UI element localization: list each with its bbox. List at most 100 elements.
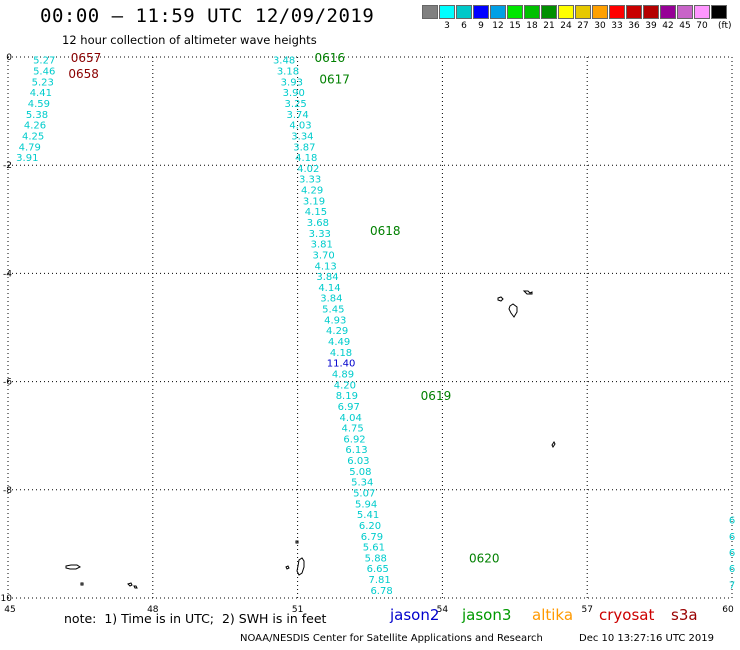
legend-tick-label: 36 [628,21,640,31]
legend-swatch [473,5,489,19]
swh-value-label: 4.14 [318,283,340,294]
swh-value-label: 4.49 [328,337,350,348]
swh-value-label: 6 [729,516,735,527]
swh-value-label: 5.94 [355,499,377,510]
island-outline [497,296,504,302]
swh-value-label: 4.15 [305,207,327,218]
y-tick-label: -6 [3,378,12,388]
swh-value-label: 3.91 [16,153,38,164]
swh-value-label: 6.92 [343,434,365,445]
swh-value-label: 4.59 [28,99,50,110]
swh-value-label: 5.41 [357,510,379,521]
island-outline [80,582,84,586]
swh-value-label: 4.26 [24,121,46,132]
swh-value-label: 4.93 [324,315,346,326]
legend-unit-label: (ft) [718,21,732,31]
legend-tick-label: 9 [478,21,484,31]
island-outline [522,290,533,295]
legend-tick-label: 39 [645,21,657,31]
island-outline [508,303,518,318]
swh-value-label: 4.79 [19,142,41,153]
legend-swatch [507,5,523,19]
pass-time-label: 0657 [71,51,102,65]
swh-value-label: 5.88 [365,553,387,564]
footer-note: note: 1) Time is in UTC; 2) SWH is in fe… [64,611,327,626]
satellite-key-item: altika [532,606,574,624]
legend-tick-label: 18 [526,21,538,31]
satellite-key-item: s3a [671,606,698,624]
legend-swatch [711,5,727,19]
swh-value-label: 3.19 [303,196,325,207]
satellite-key: jason2 jason3 altika cryosat s3a [390,606,740,628]
pass-time-label: 0620 [469,551,500,565]
legend-swatch [592,5,608,19]
island-outline [285,565,290,570]
swh-value-label: 4.29 [301,186,323,197]
swh-value-label: 5.38 [26,110,48,121]
swh-value-label: 5.61 [363,543,385,554]
legend-swatch [609,5,625,19]
x-tick-label: 48 [147,605,159,615]
swh-value-label: 5.23 [32,77,54,88]
legend-swatch [643,5,659,19]
swh-value-label: 11.40 [327,359,356,370]
y-tick-label: -8 [3,486,12,496]
swh-value-label: 5.07 [353,489,375,500]
x-tick-label: 60 [722,605,734,615]
legend-swatch [439,5,455,19]
swh-value-label: 6 [729,564,735,575]
swh-value-label: 5.27 [33,56,55,67]
swh-value-label: 6.78 [370,586,392,597]
swh-value-label: 3.81 [311,240,333,251]
island-outline [127,582,133,587]
swh-value-label: 3.84 [320,294,342,305]
legend-tick-label: 33 [611,21,623,31]
legend-tick-label: 3 [444,21,450,31]
island-outline [133,585,138,589]
swh-value-label: 4.89 [332,369,354,380]
legend-tick-label: 24 [560,21,572,31]
credit-line: NOAA/NESDIS Center for Satellite Applica… [240,633,543,644]
y-tick-label: -2 [3,161,12,171]
swh-value-label: 6.97 [338,402,360,413]
y-tick-label: -10 [0,594,12,604]
legend-swatch [490,5,506,19]
legend-tick-label: 27 [577,21,589,31]
swh-value-label: 6.13 [345,445,367,456]
legend-tick-label: 42 [662,21,674,31]
legend-swatch [422,5,438,19]
swh-value-label: 4.02 [297,164,319,175]
swh-value-label: 4.18 [330,348,352,359]
legend-swatch [575,5,591,19]
legend-swatch [694,5,710,19]
swh-value-label: 4.25 [22,131,44,142]
swh-value-label: 5.45 [322,305,344,316]
swh-value-label: 3.87 [293,142,315,153]
pass-time-label: 0658 [68,67,99,81]
swh-value-label: 4.04 [340,413,362,424]
swh-value-label: 6.65 [367,564,389,575]
swh-value-label: 3.33 [299,175,321,186]
swh-value-label: 3.34 [291,131,313,142]
x-tick-label: 57 [581,605,592,615]
swh-value-label: 3.84 [316,272,338,283]
satellite-key-item: jason2 [390,606,440,624]
x-tick-label: 51 [292,605,303,615]
swh-value-label: 3.90 [283,88,305,99]
swh-value-label: 3.74 [286,110,308,121]
pass-time-label: 0616 [314,51,345,65]
swh-value-label: 5.46 [33,67,55,78]
legend-tick-label: 21 [543,21,555,31]
satellite-key-item: cryosat [599,606,655,624]
x-tick-label: 45 [4,605,15,615]
pass-time-label: 0618 [370,224,401,238]
chart-subtitle: 12 hour collection of altimeter wave hei… [62,33,317,47]
island-outline [296,557,305,576]
swh-value-label: 3.33 [309,229,331,240]
swh-value-label: 4.20 [334,380,356,391]
swh-value-label: 6.03 [347,456,369,467]
swh-value-label: 3.18 [277,67,299,78]
generated-timestamp: Dec 10 13:27:16 UTC 2019 [579,633,714,644]
swh-value-label: 5.34 [351,478,373,489]
legend-tick-label: 15 [509,21,521,31]
